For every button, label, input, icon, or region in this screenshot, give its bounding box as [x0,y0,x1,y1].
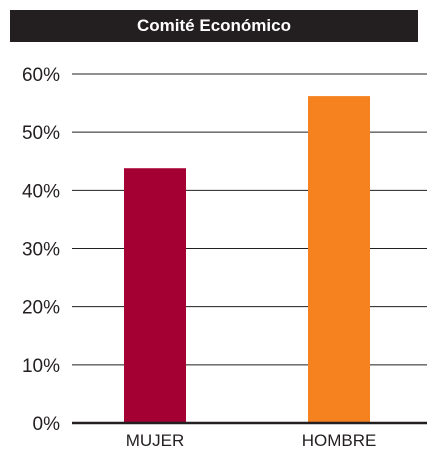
y-tick-label: 20% [22,298,60,319]
y-tick-label: 50% [22,123,60,144]
y-tick-label: 60% [22,65,60,86]
y-axis-tick-labels: 0% 10% 20% 30% 40% 50% 60% [22,65,60,435]
y-tick-label: 0% [33,414,61,435]
bar-mujer [124,168,186,423]
bar-hombre [308,96,370,423]
x-category-label: HOMBRE [302,431,377,450]
y-tick-label: 10% [22,356,60,377]
bars [124,96,370,423]
x-axis-category-labels: MUJER HOMBRE [126,431,377,450]
y-tick-label: 30% [22,240,60,261]
y-tick-label: 40% [22,181,60,202]
x-category-label: MUJER [126,431,185,450]
chart-title: Comité Económico [10,10,418,42]
